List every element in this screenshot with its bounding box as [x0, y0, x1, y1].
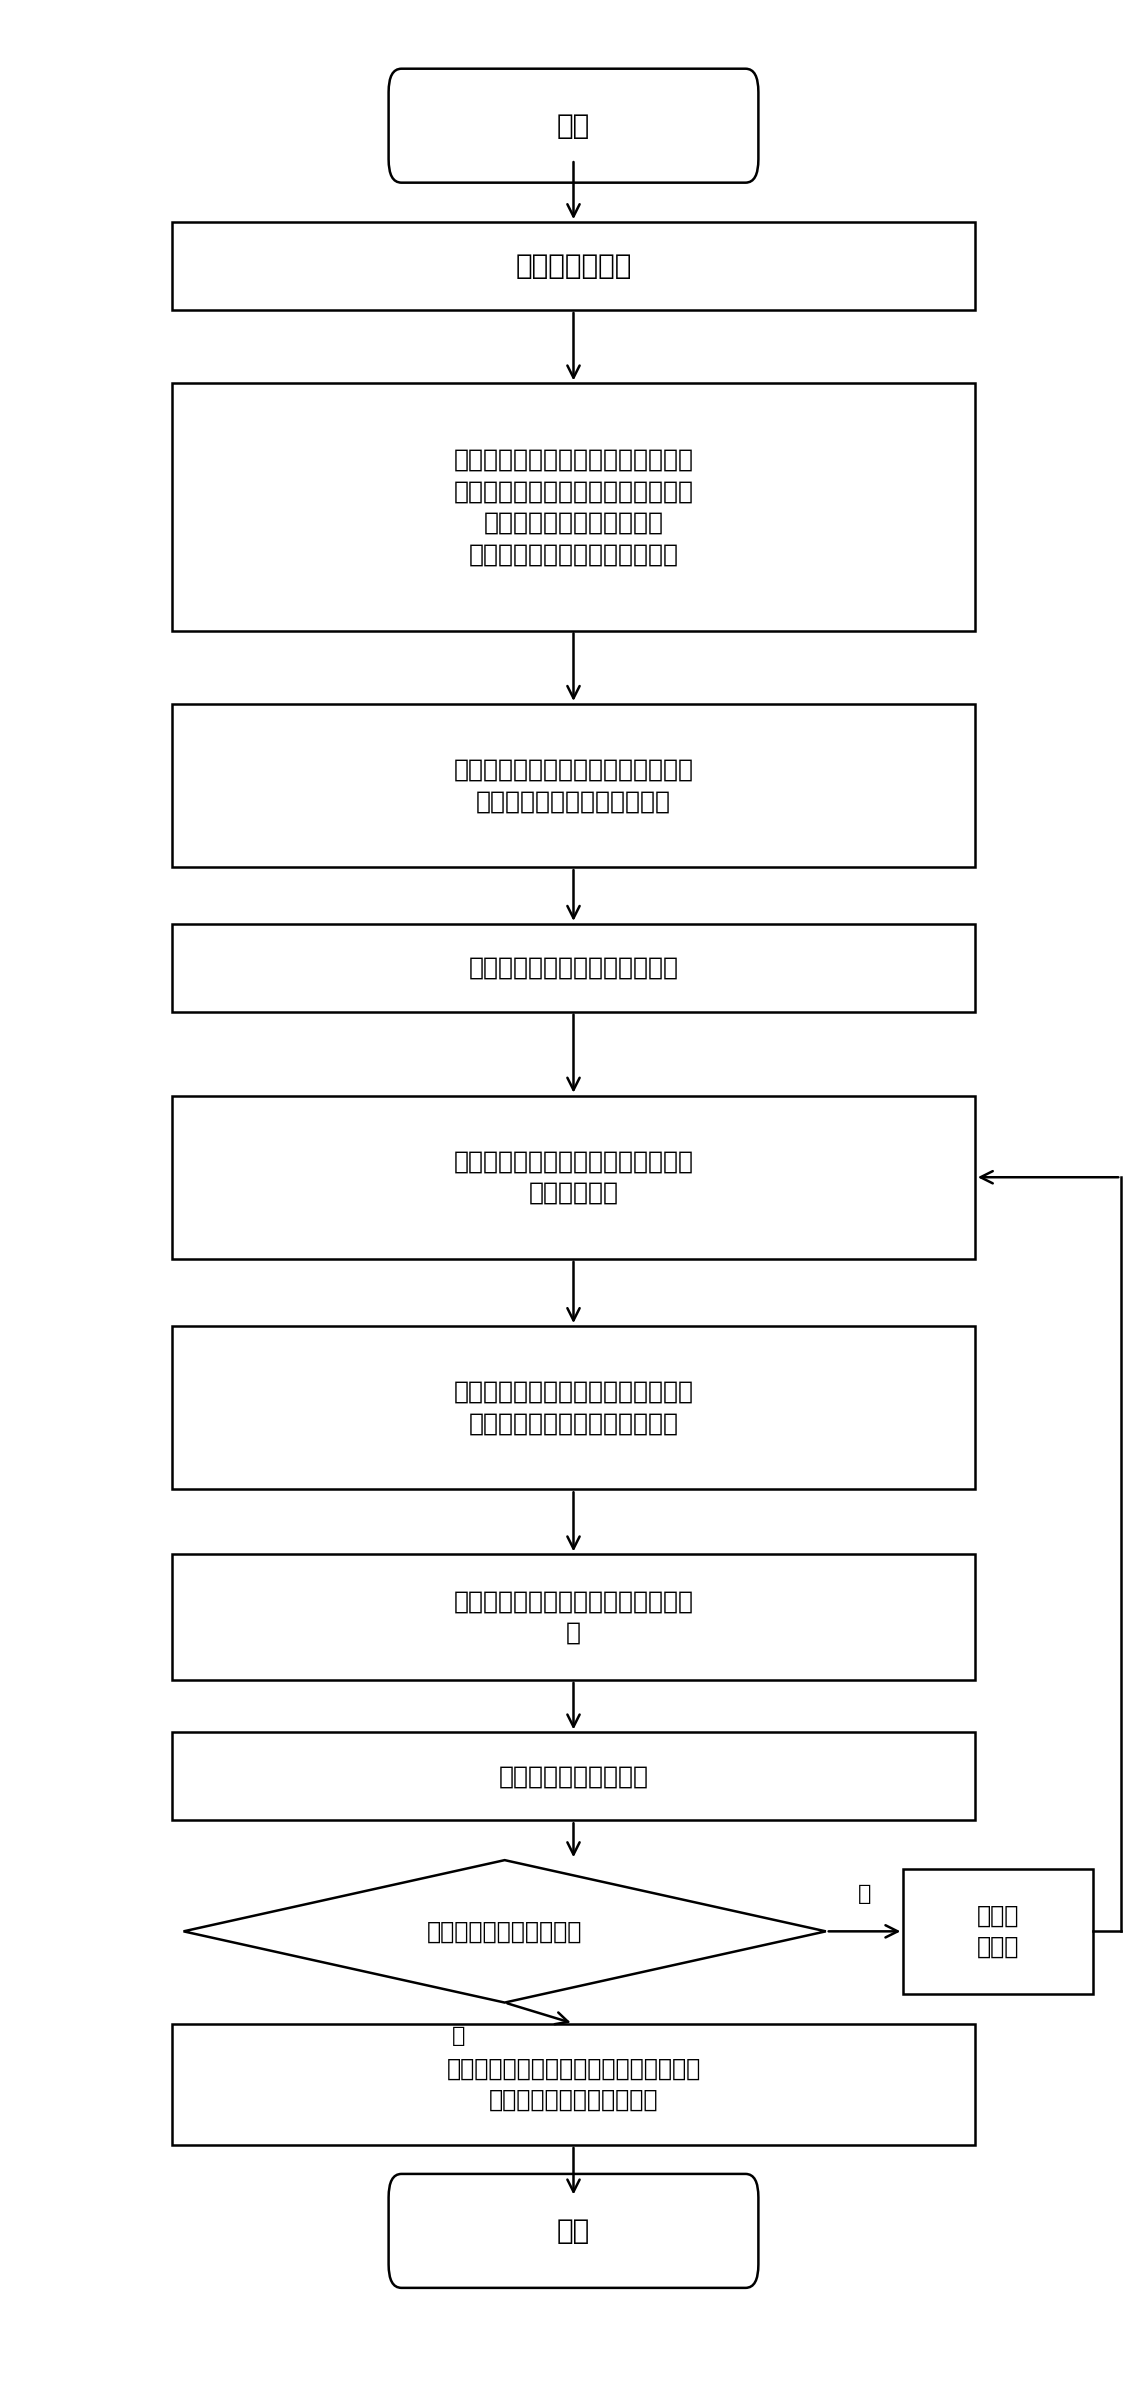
Text: 开始: 开始 — [557, 112, 590, 139]
Text: 距离参
数自增: 距离参 数自增 — [977, 1903, 1019, 1958]
Bar — [172, 1096, 975, 1258]
Bar — [172, 1325, 975, 1490]
Text: 设置距离参数初始值以及上限值: 设置距离参数初始值以及上限值 — [468, 955, 679, 979]
Text: 距离参数是否到达上限值: 距离参数是否到达上限值 — [427, 1920, 583, 1944]
Bar — [172, 924, 975, 1013]
Bar — [172, 222, 975, 310]
Text: 计算并记录边缘的长度: 计算并记录边缘的长度 — [499, 1765, 648, 1789]
Text: 菲涅尔干涉条纹对多层待测物体进行
扫描，并获取物体全息图信息: 菲涅尔干涉条纹对多层待测物体进行 扫描，并获取物体全息图信息 — [453, 757, 694, 814]
Text: 结束: 结束 — [557, 2216, 590, 2245]
Bar — [172, 2023, 975, 2144]
Bar — [172, 1555, 975, 1681]
Text: 对重建图像进行小波分解，并提取图
像边缘信息，同时抑制离焦图像: 对重建图像进行小波分解，并提取图 像边缘信息，同时抑制离焦图像 — [453, 1380, 694, 1435]
Text: 利用连通域算法，进一步抑制离焦图
像: 利用连通域算法，进一步抑制离焦图 像 — [453, 1590, 694, 1645]
Text: 边缘长度的局部最大值对应的距离参数即
为待测物体各层的轴向距离: 边缘长度的局部最大值对应的距离参数即 为待测物体各层的轴向距离 — [446, 2056, 701, 2111]
Bar — [172, 1731, 975, 1820]
FancyBboxPatch shape — [389, 69, 758, 181]
FancyBboxPatch shape — [389, 2173, 758, 2288]
Polygon shape — [184, 1860, 826, 2004]
Bar — [904, 1867, 1092, 1994]
Text: 否: 否 — [858, 1884, 872, 1903]
Text: 通过带有距离参数的光学传递函数对
图像进行重建: 通过带有距离参数的光学传递函数对 图像进行重建 — [453, 1149, 694, 1206]
Text: 一条光束通过一个声光调制器和扩束
器，另一条光束通过另一个声光调制
器，以及凸透镜和扩束器，
聚光后干涉形成菲涅尔干涉条纹: 一条光束通过一个声光调制器和扩束 器，另一条光束通过另一个声光调制 器，以及凸透… — [453, 447, 694, 566]
Text: 将激光分为两束: 将激光分为两束 — [515, 253, 632, 279]
Bar — [172, 704, 975, 867]
Bar — [172, 384, 975, 630]
Text: 是: 是 — [452, 2025, 466, 2047]
